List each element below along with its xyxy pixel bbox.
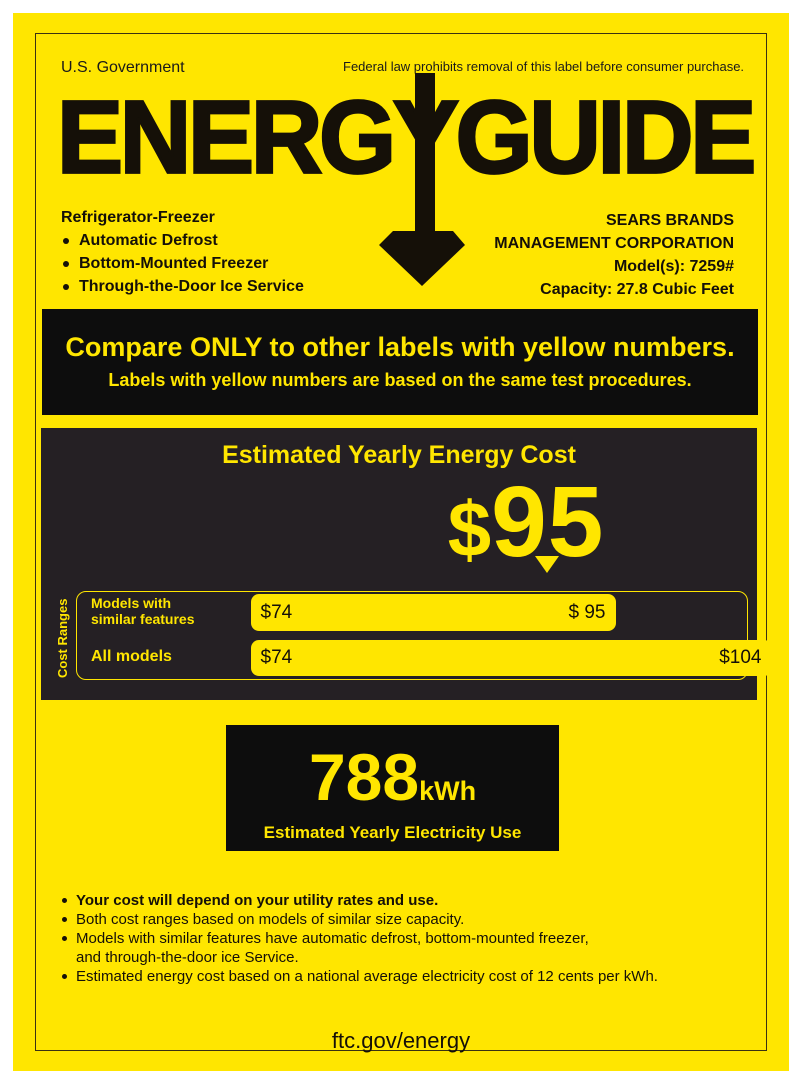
- svg-text:ENERGYGUIDE: ENERGYGUIDE: [57, 80, 753, 195]
